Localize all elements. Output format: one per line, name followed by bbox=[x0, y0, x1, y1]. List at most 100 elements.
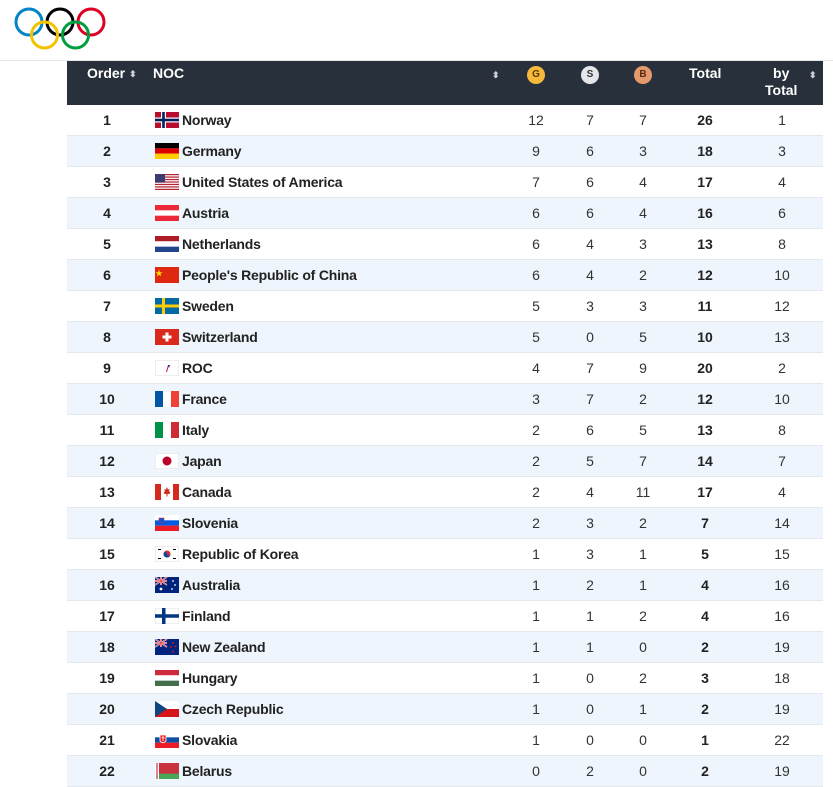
gold-count-cell: 1 bbox=[532, 639, 540, 655]
noc-cell[interactable]: New Zealand bbox=[155, 632, 555, 662]
country-name[interactable]: Japan bbox=[182, 453, 222, 469]
noc-cell[interactable]: France bbox=[155, 384, 555, 414]
total-cell: 12 bbox=[697, 391, 713, 407]
table-row[interactable]: 11 2 6 5 13 8 Italy bbox=[67, 415, 823, 446]
czech-flag-icon bbox=[155, 701, 179, 717]
table-row[interactable]: 2 9 6 3 18 3 Germany bbox=[67, 136, 823, 167]
olympic-rings-logo[interactable] bbox=[12, 6, 108, 52]
country-name[interactable]: United States of America bbox=[182, 174, 343, 190]
gold-count-cell: 6 bbox=[532, 236, 540, 252]
silver-medal-icon[interactable]: S bbox=[581, 66, 599, 84]
noc-cell[interactable]: Czech Republic bbox=[155, 694, 555, 724]
canada-flag-icon bbox=[155, 484, 179, 500]
country-name[interactable]: Norway bbox=[182, 112, 232, 128]
gold-medal-icon[interactable]: G bbox=[527, 66, 545, 84]
country-name[interactable]: Austria bbox=[182, 205, 229, 221]
noc-cell[interactable]: ROC bbox=[155, 353, 555, 383]
total-cell: 18 bbox=[697, 143, 713, 159]
by-total-sort-icon[interactable]: ⬍ bbox=[809, 70, 817, 80]
total-column-header[interactable]: Total bbox=[689, 65, 721, 82]
silver-count-cell: 4 bbox=[586, 236, 594, 252]
table-row[interactable]: 18 1 1 0 2 19 New Zealand bbox=[67, 632, 823, 663]
total-header-label: Total bbox=[689, 65, 722, 81]
table-row[interactable]: 20 1 0 1 2 19 Czech Republic bbox=[67, 694, 823, 725]
total-cell: 17 bbox=[697, 174, 713, 190]
table-row[interactable]: 14 2 3 2 7 14 Slovenia bbox=[67, 508, 823, 539]
country-name[interactable]: Republic of Korea bbox=[182, 546, 299, 562]
noc-cell[interactable]: Republic of Korea bbox=[155, 539, 555, 569]
country-name[interactable]: France bbox=[182, 391, 227, 407]
table-row[interactable]: 21 1 0 0 1 22 Slovakia bbox=[67, 725, 823, 756]
table-row[interactable]: 8 5 0 5 10 13 Switzerland bbox=[67, 322, 823, 353]
table-row[interactable]: 7 5 3 3 11 12 Sweden bbox=[67, 291, 823, 322]
country-name[interactable]: Italy bbox=[182, 422, 210, 438]
table-body: 1 12 7 7 26 1 Norway 2 9 6 3 18 3 Germany 3 7 6 4 17 4 Unite… bbox=[67, 105, 823, 787]
country-name[interactable]: Australia bbox=[182, 577, 241, 593]
table-row[interactable]: 19 1 0 2 3 18 Hungary bbox=[67, 663, 823, 694]
noc-cell[interactable]: Hungary bbox=[155, 663, 555, 693]
noc-cell[interactable]: Austria bbox=[155, 198, 555, 228]
order-column-header[interactable]: Order ⬍ bbox=[87, 65, 137, 83]
country-name[interactable]: Finland bbox=[182, 608, 231, 624]
table-row[interactable]: 4 6 6 4 16 6 Austria bbox=[67, 198, 823, 229]
country-name[interactable]: Germany bbox=[182, 143, 242, 159]
noc-sort-icon[interactable]: ⬍ bbox=[492, 70, 500, 80]
by-total-column-header[interactable]: by Total bbox=[765, 65, 797, 99]
country-name[interactable]: Belarus bbox=[182, 763, 232, 779]
noc-cell[interactable]: Germany bbox=[155, 136, 555, 166]
noc-cell[interactable]: Japan bbox=[155, 446, 555, 476]
table-row[interactable]: 13 2 4 11 17 4 Canada bbox=[67, 477, 823, 508]
noc-cell[interactable]: Australia bbox=[155, 570, 555, 600]
noc-column-header[interactable]: NOC bbox=[153, 65, 184, 82]
table-row[interactable]: 9 4 7 9 20 2 ROC bbox=[67, 353, 823, 384]
gold-count-cell: 6 bbox=[532, 205, 540, 221]
noc-cell[interactable]: Norway bbox=[155, 105, 555, 135]
table-row[interactable]: 16 1 2 1 4 16 Australia bbox=[67, 570, 823, 601]
order-cell: 15 bbox=[99, 546, 115, 562]
table-row[interactable]: 5 6 4 3 13 8 Netherlands bbox=[67, 229, 823, 260]
silver-count-cell: 6 bbox=[586, 422, 594, 438]
silver-count-cell: 1 bbox=[586, 608, 594, 624]
bronze-medal-icon[interactable]: B bbox=[634, 66, 652, 84]
noc-cell[interactable]: Slovakia bbox=[155, 725, 555, 755]
table-row[interactable]: 10 3 7 2 12 10 France bbox=[67, 384, 823, 415]
country-name[interactable]: New Zealand bbox=[182, 639, 266, 655]
country-name[interactable]: Sweden bbox=[182, 298, 234, 314]
noc-cell[interactable]: Switzerland bbox=[155, 322, 555, 352]
slovakia-flag-icon bbox=[155, 732, 179, 748]
country-name[interactable]: Hungary bbox=[182, 670, 238, 686]
silver-count-cell: 7 bbox=[586, 360, 594, 376]
rank-by-total-cell: 14 bbox=[774, 515, 790, 531]
country-name[interactable]: Czech Republic bbox=[182, 701, 284, 717]
country-name[interactable]: Netherlands bbox=[182, 236, 261, 252]
table-row[interactable]: 12 2 5 7 14 7 Japan bbox=[67, 446, 823, 477]
noc-cell[interactable]: Slovenia bbox=[155, 508, 555, 538]
noc-cell[interactable]: People's Republic of China bbox=[155, 260, 555, 290]
noc-cell[interactable]: Belarus bbox=[155, 756, 555, 786]
table-row[interactable]: 22 0 2 0 2 19 Belarus bbox=[67, 756, 823, 787]
noc-cell[interactable]: Netherlands bbox=[155, 229, 555, 259]
country-name[interactable]: ROC bbox=[182, 360, 213, 376]
bronze-count-cell: 0 bbox=[639, 639, 647, 655]
order-cell: 21 bbox=[99, 732, 115, 748]
rank-by-total-cell: 18 bbox=[774, 670, 790, 686]
sort-icon[interactable]: ⬍ bbox=[129, 69, 137, 79]
noc-cell[interactable]: Canada bbox=[155, 477, 555, 507]
country-name[interactable]: People's Republic of China bbox=[182, 267, 357, 283]
noc-cell[interactable]: Italy bbox=[155, 415, 555, 445]
country-name[interactable]: Slovakia bbox=[182, 732, 238, 748]
noc-cell[interactable]: United States of America bbox=[155, 167, 555, 197]
country-name[interactable]: Canada bbox=[182, 484, 232, 500]
country-name[interactable]: Slovenia bbox=[182, 515, 238, 531]
table-row[interactable]: 15 1 3 1 5 15 Republic of Korea bbox=[67, 539, 823, 570]
table-row[interactable]: 6 6 4 2 12 10 People's Republic of China bbox=[67, 260, 823, 291]
noc-cell[interactable]: Sweden bbox=[155, 291, 555, 321]
table-row[interactable]: 17 1 1 2 4 16 Finland bbox=[67, 601, 823, 632]
noc-cell[interactable]: Finland bbox=[155, 601, 555, 631]
total-cell: 3 bbox=[701, 670, 709, 686]
country-name[interactable]: Switzerland bbox=[182, 329, 258, 345]
table-row[interactable]: 1 12 7 7 26 1 Norway bbox=[67, 105, 823, 136]
gold-count-cell: 1 bbox=[532, 670, 540, 686]
total-cell: 20 bbox=[697, 360, 713, 376]
table-row[interactable]: 3 7 6 4 17 4 United States of America bbox=[67, 167, 823, 198]
